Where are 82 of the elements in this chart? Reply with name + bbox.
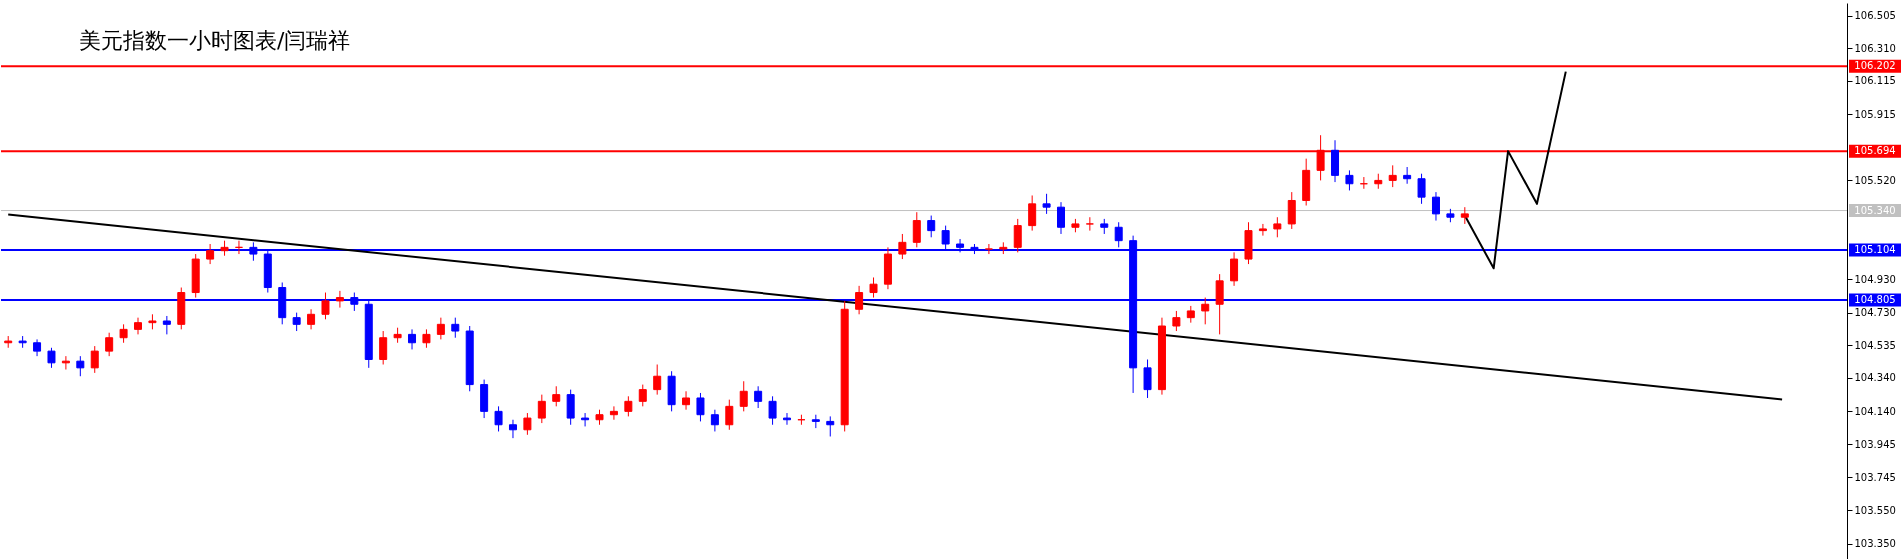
candlestick [1230,251,1239,287]
candlestick [494,405,503,432]
candlestick [537,394,546,424]
y-tick-label: 105.520 [1854,174,1896,186]
y-tick-label: 106.115 [1854,75,1896,87]
candlestick [869,276,878,299]
candlestick [710,409,719,432]
candlestick [725,399,734,431]
y-tick-label: 104.730 [1854,307,1896,319]
candlestick [523,412,532,436]
candlestick [436,317,445,340]
candlestick [105,332,114,357]
candlestick [134,317,143,335]
candlestick [1345,169,1354,191]
candlestick [1258,223,1267,237]
y-tick-label: 103.945 [1854,438,1896,450]
candlestick [754,385,763,409]
candlestick [451,317,460,339]
y-tick-label: 106.505 [1854,10,1896,22]
candlestick [1028,194,1037,232]
candlestick [1201,297,1210,325]
candlestick [984,243,993,255]
ref-line-label: 105.694 [1854,145,1896,157]
candlestick [1085,216,1094,232]
candlestick [552,385,561,407]
ref-line-label: 105.340 [1854,204,1896,216]
candlestick [76,355,85,377]
candlestick [1403,166,1412,185]
candlestick [321,292,330,320]
y-tick-label: 104.930 [1854,273,1896,285]
candlestick [1417,173,1426,205]
candlestick [566,389,575,426]
candlestick [696,392,705,422]
text: 美元指数一小时图表/闫瑞祥 [79,28,351,53]
ref-line-label: 105.104 [1854,244,1896,256]
candlestick [335,290,344,309]
candlestick [653,364,662,396]
candlestick [1273,216,1282,238]
ref-line-label: 106.202 [1854,60,1896,72]
candlestick [90,345,99,374]
candlestick [927,215,936,238]
candlestick [912,211,921,248]
candlestick [638,384,647,407]
y-tick-label: 103.350 [1854,538,1896,550]
ref-line-label: 104.805 [1854,294,1896,306]
candlestick [422,328,431,349]
candlestick [1143,358,1152,399]
candlestick [1431,191,1440,222]
candlestick [206,243,215,265]
candlestick [609,405,618,421]
candlestick [1287,191,1296,230]
candlestick [826,415,835,437]
y-tick-label: 103.550 [1854,504,1896,516]
candlestick [408,328,417,350]
y-tick-label: 103.745 [1854,471,1896,483]
candlestick [855,285,864,315]
candlestick [162,315,171,335]
candlestick [898,233,907,260]
candlestick [47,347,56,369]
y-tick-label: 105.915 [1854,108,1896,120]
candlestick [782,412,791,426]
candlestick [307,308,316,330]
y-tick-label: 104.535 [1854,339,1896,351]
candlestick [1388,164,1397,188]
candlestick [1215,273,1224,335]
y-tick-label: 106.310 [1854,42,1896,54]
candlestick [1172,310,1181,332]
candlestick [581,412,590,427]
y-tick-label: 104.340 [1854,372,1896,384]
candlestick [1042,193,1051,215]
candlestick [292,312,301,332]
y-tick-label: 104.140 [1854,405,1896,417]
candlestick [739,380,748,412]
candlestick [119,323,128,344]
candlestick [1114,221,1123,248]
candlestick [508,419,517,439]
candlestick [624,395,633,417]
candlestick [1013,218,1022,253]
candlestick [682,390,691,411]
candlestick [1057,201,1066,235]
candlestick [379,330,388,366]
candlestick [768,395,777,426]
